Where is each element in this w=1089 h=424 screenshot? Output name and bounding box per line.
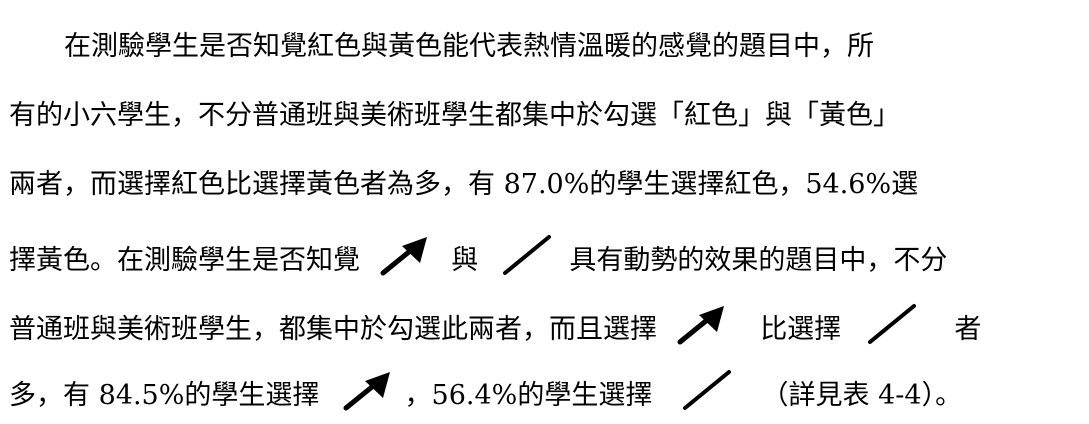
paragraph-line-5: 普通班與美術班學生，都集中於勾選此兩者，而且選擇 比選擇 者	[9, 302, 981, 345]
line-4-text-a: 擇黃色。在測驗學生是否知覺	[9, 245, 360, 276]
paragraph-line-1: 在測驗學生是否知覺紅色與黃色能代表熱情溫暖的感覺的題目中，所	[64, 26, 874, 66]
line-1-text: 在測驗學生是否知覺紅色與黃色能代表熱情溫暖的感覺的題目中，所	[64, 30, 874, 62]
line-4-text-b: 與	[451, 245, 479, 276]
line-4-text-c: 具有動勢的效果的題目中，不分	[569, 245, 948, 276]
paragraph-line-6: 多，有 84.5%的學生選擇 ，56.4%的學生選擇 （詳見表 4-4）。	[9, 368, 962, 411]
arrow-up-right-icon	[340, 368, 396, 424]
line-5-text-a: 普通班與美術班學生，都集中於勾選此兩者，而且選擇	[9, 314, 657, 345]
line-6-text-a: 多，有 84.5%的學生選擇	[9, 380, 320, 411]
diagonal-line-icon	[864, 302, 920, 358]
diagonal-line-icon	[679, 368, 735, 424]
line-6-text-b: ，56.4%的學生選擇	[404, 380, 653, 411]
diagonal-line-icon	[499, 233, 555, 289]
document-page: 在測驗學生是否知覺紅色與黃色能代表熱情溫暖的感覺的題目中，所 有的小六學生，不分…	[9, 26, 981, 412]
line-2-text: 有的小六學生，不分普通班與美術班學生都集中於勾選「紅色」與「黃色」	[9, 99, 900, 131]
line-6-text-c: （詳見表 4-4）。	[761, 380, 963, 411]
arrow-up-right-icon	[377, 233, 433, 289]
paragraph-line-3: 兩者，而選擇紅色比選擇黃色者為多，有 87.0%的學生選擇紅色，54.6%選	[9, 164, 918, 204]
line-3-text: 兩者，而選擇紅色比選擇黃色者為多，有 87.0%的學生選擇紅色，54.6%選	[9, 168, 919, 200]
arrow-up-right-icon	[674, 302, 730, 358]
line-5-text-c: 者	[954, 314, 982, 345]
paragraph-line-4: 擇黃色。在測驗學生是否知覺 與 具有動勢的效果的題目中，不分	[9, 233, 947, 276]
line-5-text-b: 比選擇	[760, 314, 842, 345]
paragraph-line-2: 有的小六學生，不分普通班與美術班學生都集中於勾選「紅色」與「黃色」	[9, 95, 900, 135]
